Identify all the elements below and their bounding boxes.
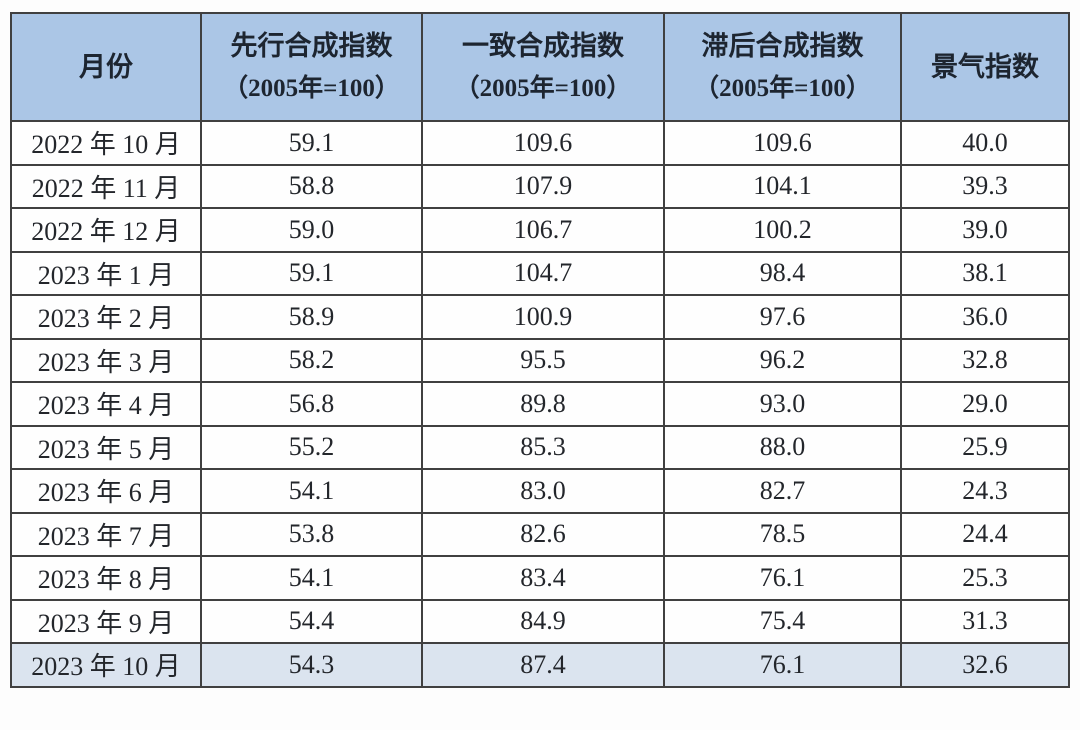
value-cell: 98.4	[663, 250, 902, 296]
table-row: 2023 年 3 月 58.2 95.5 96.2 32.8	[10, 337, 1070, 383]
value-cell: 100.2	[663, 207, 902, 253]
table-row: 2023 年 1 月 59.1 104.7 98.4 38.1	[10, 250, 1070, 296]
month-cell: 2023 年 3 月	[10, 337, 202, 383]
column-header-1: 先行合成指数 （2005年=100）	[200, 12, 423, 122]
month-cell: 2023 年 5 月	[10, 424, 202, 470]
value-cell: 38.1	[900, 250, 1070, 296]
month-cell: 2023 年 1 月	[10, 250, 202, 296]
month-cell: 2022 年 10 月	[10, 120, 202, 166]
month-cell: 2023 年 4 月	[10, 381, 202, 427]
economic-index-table: 月份 先行合成指数 （2005年=100） 一致合成指数 （2005年=100） 滞后合成…	[10, 12, 1070, 688]
value-cell: 84.9	[421, 598, 665, 644]
month-cell: 2022 年 11 月	[10, 163, 202, 209]
table-row: 2022 年 10 月 59.1 109.6 109.6 40.0	[10, 120, 1070, 166]
value-cell: 39.0	[900, 207, 1070, 253]
value-cell: 109.6	[421, 120, 665, 166]
value-cell: 58.9	[200, 294, 423, 340]
value-cell: 58.8	[200, 163, 423, 209]
column-header-label: 景气指数	[931, 51, 1039, 82]
value-cell: 83.0	[421, 468, 665, 514]
value-cell: 96.2	[663, 337, 902, 383]
value-cell: 109.6	[663, 120, 902, 166]
value-cell: 59.1	[200, 120, 423, 166]
table-row: 2023 年 7 月 53.8 82.6 78.5 24.4	[10, 511, 1070, 557]
column-header-sublabel: （2005年=100）	[454, 75, 632, 102]
value-cell: 25.9	[900, 424, 1070, 470]
table-body: 2022 年 10 月 59.1 109.6 109.6 40.0 2022 年 11 月…	[10, 120, 1070, 688]
column-header-label: 先行合成指数	[230, 31, 393, 61]
value-cell: 53.8	[200, 511, 423, 557]
table-row: 2023 年 8 月 54.1 83.4 76.1 25.3	[10, 555, 1070, 601]
value-cell: 24.3	[900, 468, 1070, 514]
month-cell: 2023 年 9 月	[10, 598, 202, 644]
value-cell: 58.2	[200, 337, 423, 383]
value-cell: 55.2	[200, 424, 423, 470]
value-cell: 83.4	[421, 555, 665, 601]
value-cell: 54.1	[200, 555, 423, 601]
column-header-label: 一致合成指数	[462, 31, 624, 61]
value-cell: 75.4	[663, 598, 902, 644]
value-cell: 93.0	[663, 381, 902, 427]
column-header-4: 景气指数	[900, 12, 1070, 122]
value-cell: 31.3	[900, 598, 1070, 644]
value-cell: 88.0	[663, 424, 902, 470]
column-header-3: 滞后合成指数 （2005年=100）	[663, 12, 902, 122]
value-cell: 85.3	[421, 424, 665, 470]
header-row: 月份 先行合成指数 （2005年=100） 一致合成指数 （2005年=100） 滞后合成…	[10, 12, 1070, 122]
value-cell: 25.3	[900, 555, 1070, 601]
table-row: 2022 年 11 月 58.8 107.9 104.1 39.3	[10, 163, 1070, 209]
month-cell: 2022 年 12 月	[10, 207, 202, 253]
table-row: 2022 年 12 月 59.0 106.7 100.2 39.0	[10, 207, 1070, 253]
value-cell: 24.4	[900, 511, 1070, 557]
column-header-0: 月份	[10, 12, 202, 122]
value-cell: 32.6	[900, 642, 1070, 688]
value-cell: 56.8	[200, 381, 423, 427]
value-cell: 54.1	[200, 468, 423, 514]
value-cell: 82.7	[663, 468, 902, 514]
value-cell: 40.0	[900, 120, 1070, 166]
table-row: 2023 年 2 月 58.9 100.9 97.6 36.0	[10, 294, 1070, 340]
value-cell: 76.1	[663, 642, 902, 688]
value-cell: 54.3	[200, 642, 423, 688]
column-header-label: 滞后合成指数	[701, 31, 864, 61]
month-cell: 2023 年 8 月	[10, 555, 202, 601]
table-row: 2023 年 4 月 56.8 89.8 93.0 29.0	[10, 381, 1070, 427]
value-cell: 76.1	[663, 555, 902, 601]
month-cell: 2023 年 6 月	[10, 468, 202, 514]
value-cell: 36.0	[900, 294, 1070, 340]
column-header-label: 月份	[79, 51, 133, 82]
value-cell: 59.0	[200, 207, 423, 253]
value-cell: 78.5	[663, 511, 902, 557]
value-cell: 106.7	[421, 207, 665, 253]
value-cell: 59.1	[200, 250, 423, 296]
value-cell: 107.9	[421, 163, 665, 209]
value-cell: 95.5	[421, 337, 665, 383]
value-cell: 104.1	[663, 163, 902, 209]
value-cell: 87.4	[421, 642, 665, 688]
value-cell: 54.4	[200, 598, 423, 644]
value-cell: 82.6	[421, 511, 665, 557]
value-cell: 32.8	[900, 337, 1070, 383]
value-cell: 29.0	[900, 381, 1070, 427]
column-header-2: 一致合成指数 （2005年=100）	[421, 12, 665, 122]
value-cell: 104.7	[421, 250, 665, 296]
column-header-sublabel: （2005年=100）	[223, 75, 400, 102]
table-row: 2023 年 9 月 54.4 84.9 75.4 31.3	[10, 598, 1070, 644]
column-header-sublabel: （2005年=100）	[694, 75, 871, 102]
month-cell: 2023 年 7 月	[10, 511, 202, 557]
value-cell: 100.9	[421, 294, 665, 340]
value-cell: 39.3	[900, 163, 1070, 209]
month-cell: 2023 年 10 月	[10, 642, 202, 688]
table-row: 2023 年 5 月 55.2 85.3 88.0 25.9	[10, 424, 1070, 470]
table-header: 月份 先行合成指数 （2005年=100） 一致合成指数 （2005年=100） 滞后合成…	[10, 12, 1070, 122]
table-row: 2023 年 10 月 54.3 87.4 76.1 32.6	[10, 642, 1070, 688]
value-cell: 97.6	[663, 294, 902, 340]
month-cell: 2023 年 2 月	[10, 294, 202, 340]
value-cell: 89.8	[421, 381, 665, 427]
table-row: 2023 年 6 月 54.1 83.0 82.7 24.3	[10, 468, 1070, 514]
